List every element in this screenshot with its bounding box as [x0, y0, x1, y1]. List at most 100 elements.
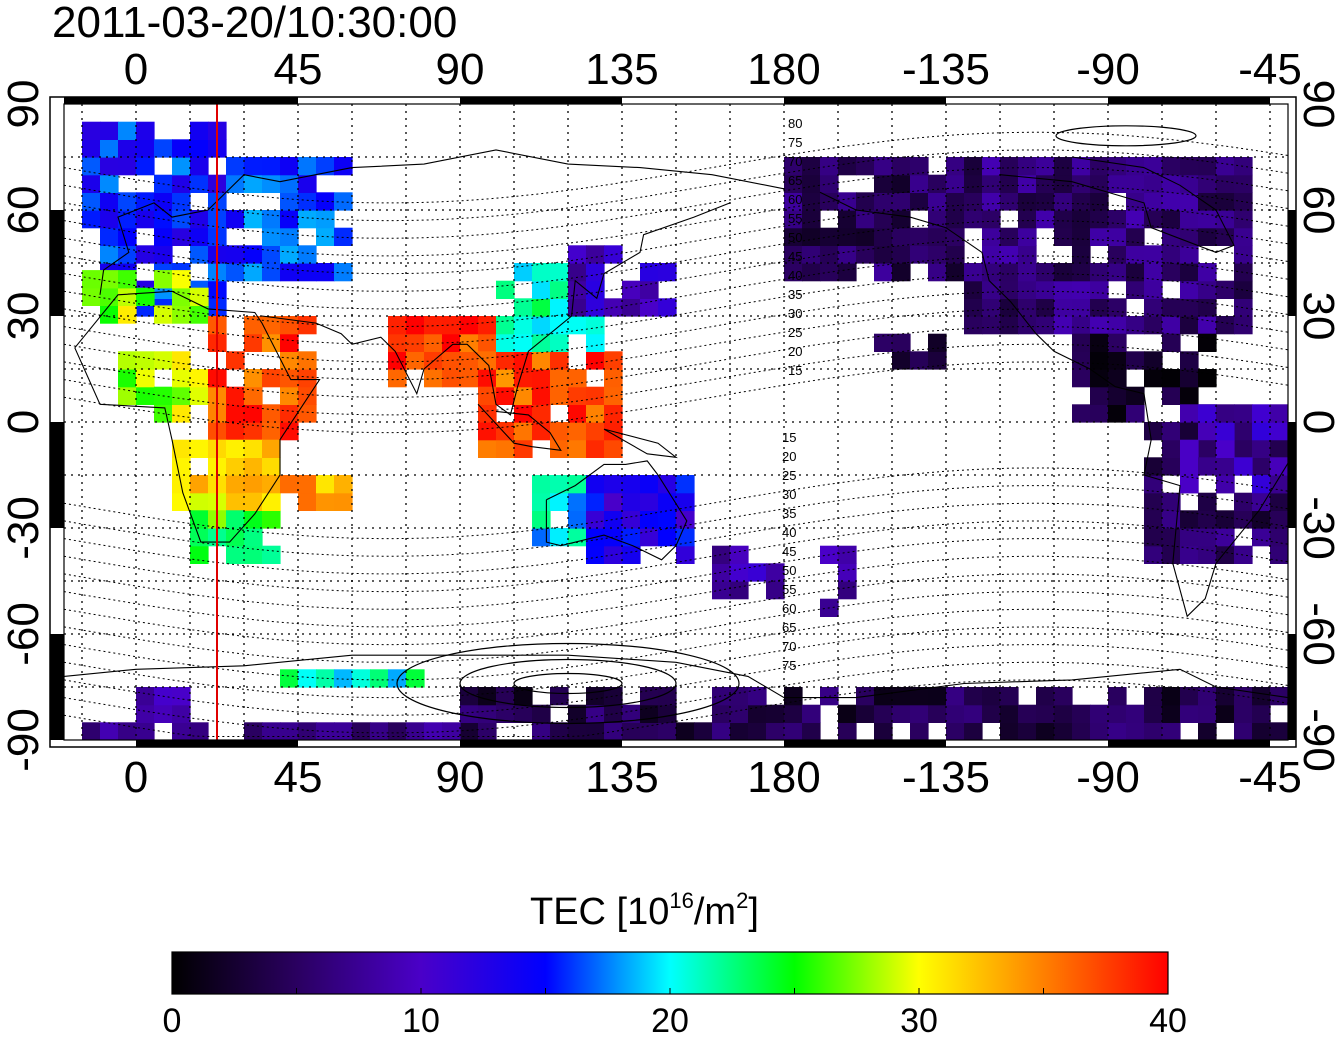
- tec-cell: [1234, 227, 1253, 246]
- border-segment: [50, 210, 64, 316]
- border-segment: [1288, 210, 1296, 316]
- tec-cell: [82, 287, 101, 306]
- tec-cell: [118, 386, 137, 405]
- tec-cell: [1198, 280, 1217, 299]
- tec-cell: [262, 210, 281, 229]
- tec-cell: [1234, 545, 1253, 564]
- tec-cell: [550, 280, 569, 299]
- tec-cell: [1072, 174, 1091, 193]
- magnetic-contour-north: [63, 273, 1289, 345]
- tec-cell: [982, 157, 1001, 176]
- tec-cell: [136, 245, 155, 264]
- tec-cell: [982, 210, 1001, 229]
- tec-cell: [154, 270, 173, 289]
- tec-cell: [946, 227, 965, 246]
- tec-cell: [226, 492, 245, 511]
- tec-cell: [1108, 316, 1127, 335]
- tec-cell: [1054, 298, 1073, 317]
- tec-cell: [802, 174, 821, 193]
- tec-cell: [784, 263, 803, 282]
- tec-cell: [460, 333, 479, 352]
- tec-cell: [532, 263, 551, 282]
- tec-cell: [280, 174, 299, 193]
- tec-cell: [874, 687, 893, 706]
- contour-label-north: 45: [788, 249, 802, 264]
- tec-cell: [982, 704, 1001, 723]
- tec-cell: [244, 333, 263, 352]
- south-magnetic-pole-contour: [513, 672, 623, 695]
- tec-cell: [316, 492, 335, 511]
- tec-cell: [1198, 510, 1217, 529]
- contour-label-north: 75: [788, 135, 802, 150]
- tec-cell: [910, 722, 929, 740]
- tec-cell: [568, 245, 587, 264]
- tec-cell: [784, 210, 803, 229]
- colorbar-title-exp: 16: [669, 888, 694, 913]
- tec-cell: [910, 704, 929, 723]
- tec-cell: [1216, 280, 1235, 299]
- tec-cell: [1108, 722, 1127, 740]
- tec-cell: [1252, 422, 1271, 441]
- tec-cell: [496, 369, 515, 388]
- contour-label-south: 20: [782, 449, 796, 464]
- tec-cell: [1000, 316, 1019, 335]
- x-tick-label-bottom: 45: [274, 753, 323, 802]
- tec-cell: [388, 316, 407, 335]
- tec-cell: [1126, 227, 1145, 246]
- tec-cell: [604, 351, 623, 370]
- south-magnetic-pole-contour: [459, 658, 677, 709]
- tec-cell: [640, 263, 659, 282]
- tec-cell: [1072, 316, 1091, 335]
- tec-cell: [172, 439, 191, 458]
- border-segment: [50, 634, 64, 740]
- tec-cell: [1018, 263, 1037, 282]
- tec-cell: [622, 475, 641, 494]
- tec-cell: [1180, 245, 1199, 264]
- tec-cell: [838, 563, 857, 582]
- tec-cell: [586, 386, 605, 405]
- tec-cell: [910, 245, 929, 264]
- tec-cell: [514, 386, 533, 405]
- tec-cell: [586, 687, 605, 706]
- tec-cell: [280, 669, 299, 688]
- tec-cell: [514, 263, 533, 282]
- tec-cell: [532, 386, 551, 405]
- magnetic-contour-north: [63, 202, 1289, 275]
- tec-cell: [496, 333, 515, 352]
- tec-cell: [1216, 210, 1235, 229]
- tec-cell: [1162, 157, 1181, 176]
- tec-cell: [280, 333, 299, 352]
- contour-label-north: 35: [788, 287, 802, 302]
- tec-cell: [172, 305, 191, 324]
- tec-cell: [622, 510, 641, 529]
- tec-cell: [136, 386, 155, 405]
- tec-cell: [190, 121, 209, 140]
- tec-cell: [730, 545, 749, 564]
- tec-cell: [190, 475, 209, 494]
- tec-cell: [280, 722, 299, 740]
- tec-cell: [1072, 333, 1091, 352]
- tec-cell: [1180, 192, 1199, 211]
- tec-cell: [964, 263, 983, 282]
- tec-cell: [892, 333, 911, 352]
- south-magnetic-pole-contour: [396, 642, 740, 725]
- tec-cell: [352, 669, 371, 688]
- tec-cell: [1144, 492, 1163, 511]
- tec-cell: [244, 722, 263, 740]
- tec-cell: [226, 545, 245, 564]
- tec-cell: [712, 722, 731, 740]
- tec-cell: [1234, 280, 1253, 299]
- tec-cell: [262, 245, 281, 264]
- tec-cell: [514, 333, 533, 352]
- colorbar-tick-label: 10: [402, 1002, 440, 1040]
- tec-cell: [1090, 227, 1109, 246]
- tec-cell: [856, 210, 875, 229]
- tec-cell: [802, 263, 821, 282]
- tec-cell: [532, 722, 551, 740]
- tec-cell: [802, 704, 821, 723]
- tec-cell: [1054, 174, 1073, 193]
- tec-cell: [388, 722, 407, 740]
- tec-cell: [892, 687, 911, 706]
- tec-cell: [1000, 157, 1019, 176]
- magnetic-contour-north: [63, 255, 1289, 328]
